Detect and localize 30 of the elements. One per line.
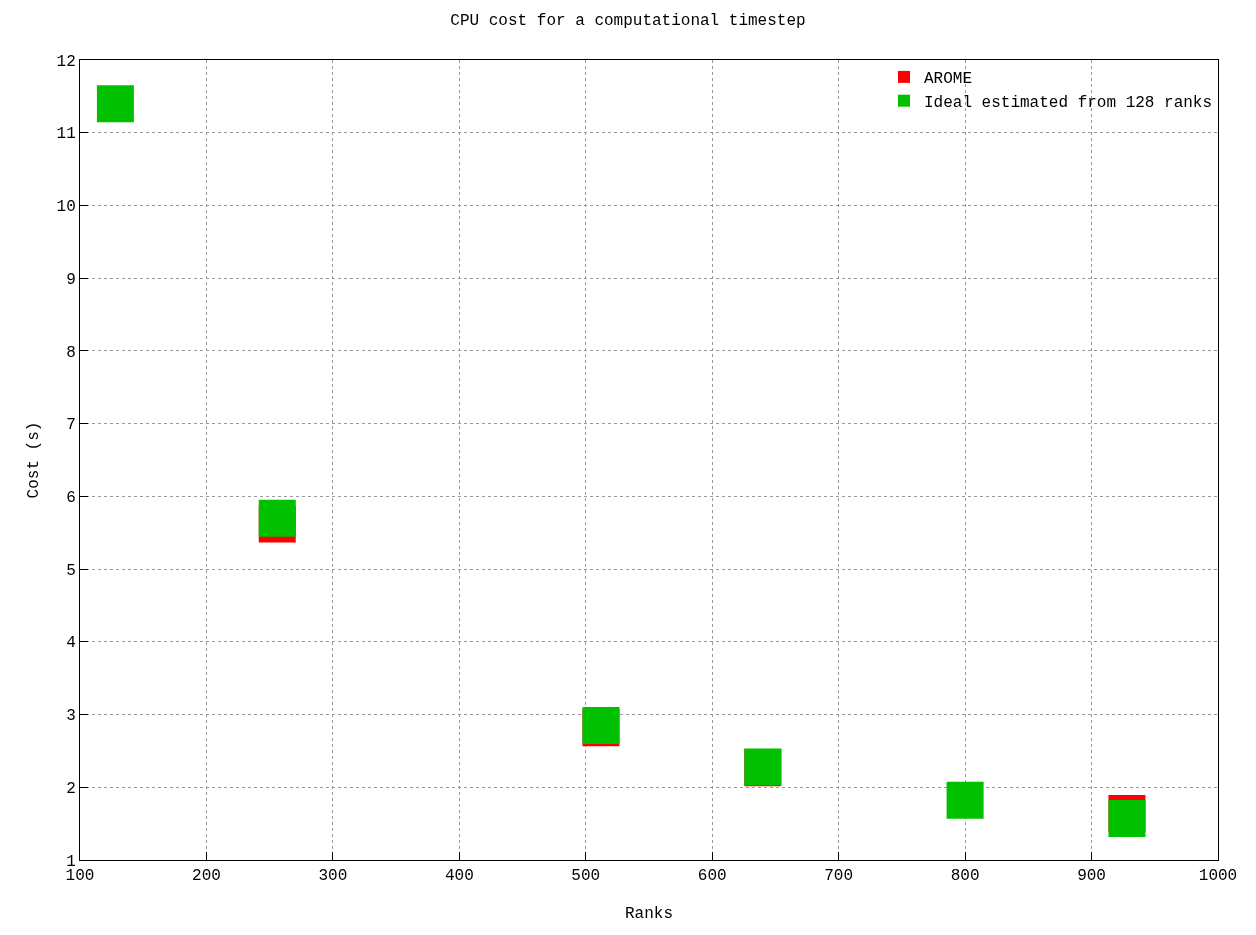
x-tick-label: 800: [950, 867, 980, 886]
legend-label: AROME: [924, 70, 973, 89]
y-tick-label: 5: [66, 561, 76, 580]
y-tick-label: 12: [56, 52, 76, 71]
point: [1108, 800, 1146, 838]
x-tick-label: 400: [444, 867, 474, 886]
x-axis-title: Ranks: [624, 905, 674, 923]
y-axis-title: Cost (s): [25, 421, 43, 499]
y-tick-label: 4: [66, 634, 76, 653]
point: [96, 85, 134, 123]
x-tick-label: 900: [1077, 867, 1106, 886]
y-tick-label: 10: [56, 198, 76, 217]
x-tick-label: 1000: [1198, 867, 1238, 886]
y-tick-label: 8: [66, 343, 76, 362]
x-tick-label: 500: [571, 867, 601, 886]
legend-label: Ideal estimated from 128 ranks: [924, 93, 1213, 112]
x-tick-label: 300: [318, 867, 348, 886]
y-tick-label: 2: [66, 779, 76, 798]
point: [946, 781, 984, 819]
x-tick-label: 700: [824, 867, 854, 886]
y-tick-label: 9: [66, 270, 76, 289]
x-tick-label: 200: [192, 867, 221, 886]
chart-title: CPU cost for a computational timestep: [450, 12, 806, 31]
y-tick-label: 11: [56, 125, 76, 144]
x-tick-label: 600: [697, 867, 727, 886]
y-tick-label: 3: [66, 707, 76, 726]
x-tick-label: 100: [65, 867, 95, 886]
y-tick-label: 7: [66, 416, 76, 435]
y-tick-label: 6: [66, 488, 76, 507]
point: [258, 499, 296, 537]
